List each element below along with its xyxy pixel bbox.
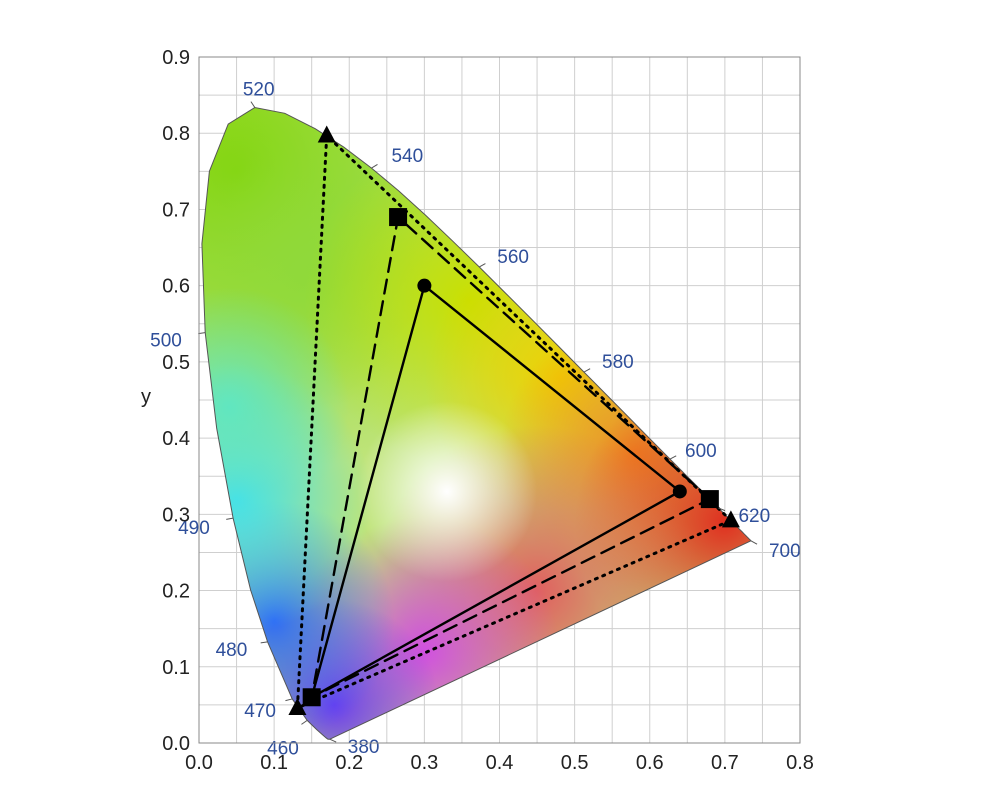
wavelength-tick: [285, 698, 293, 702]
wavelength-label: 480: [216, 640, 248, 661]
y-tick-label: 0.2: [162, 581, 190, 603]
wavelength-tick: [301, 719, 308, 725]
wavelength-label: 520: [243, 79, 275, 100]
x-tick-label: 0.7: [711, 752, 739, 774]
wavelength-tick: [718, 507, 726, 512]
marker-square: [389, 208, 408, 227]
wavelength-tick: [750, 540, 758, 545]
wavelength-label: 460: [267, 738, 299, 759]
wavelength-tick: [479, 263, 486, 268]
y-tick-label: 0.1: [162, 657, 190, 679]
wavelength-label: 500: [150, 331, 182, 352]
marker-circle: [672, 484, 687, 499]
wavelength-label: 700: [769, 541, 801, 562]
y-tick-label: 0.9: [162, 47, 190, 69]
y-tick-label: 0.8: [162, 123, 190, 145]
gamut-triangle-dotted: [295, 132, 734, 711]
wavelength-label: 380: [348, 737, 380, 758]
x-tick-label: 0.6: [636, 752, 664, 774]
y-axis-title: y: [141, 386, 151, 408]
wavelength-tick: [226, 517, 234, 520]
x-tick-label: 0.0: [185, 752, 213, 774]
spectral-locus: [201, 106, 752, 740]
wavelength-label: 490: [178, 518, 210, 539]
x-tick-label: 0.5: [561, 752, 589, 774]
wavelength-tick: [250, 101, 256, 108]
y-tick-label: 0.6: [162, 276, 190, 298]
wavelength-label: 580: [602, 352, 634, 373]
wavelength-tick: [583, 368, 591, 373]
wavelength-label: 600: [685, 441, 717, 462]
tick-labels: 0.0 0.1 0.2 0.3 0.4 0.5 0.6 0.7 0.8 0.0 0.1 0.2 0.3 0…: [162, 47, 814, 774]
x-tick-label: 0.2: [335, 752, 363, 774]
gamut-triangle-solid: [309, 283, 682, 700]
marker-triangle: [317, 125, 336, 143]
x-tick-label: 0.1: [260, 752, 288, 774]
wavelength-tick: [329, 738, 337, 743]
marker-square: [700, 490, 719, 509]
wavelength-tick: [260, 641, 268, 644]
gamut-triangle-dashed: [310, 214, 712, 700]
y-tick-label: 0.0: [162, 733, 190, 755]
y-tick-label: 0.7: [162, 199, 190, 221]
wavelength-label: 620: [738, 506, 770, 527]
marker-triangle: [288, 697, 307, 715]
y-tick-label: 0.3: [162, 504, 190, 526]
marker-triangle: [721, 510, 740, 528]
wavelength-label: 560: [497, 247, 529, 268]
marker-square: [302, 688, 321, 707]
wavelength-label: 470: [244, 701, 276, 722]
gamut-triangles: [288, 125, 740, 715]
x-tick-label: 0.3: [410, 752, 438, 774]
plot-frame: [198, 56, 801, 744]
marker-circle: [417, 278, 432, 293]
wavelength-tick: [371, 164, 378, 169]
x-tick-label: 0.4: [486, 752, 514, 774]
wavelength-label: 540: [391, 146, 423, 167]
y-tick-label: 0.5: [162, 352, 190, 374]
wavelength-labels: 380 460 470 480 490 500 520 540 560 580 600 620 700: [150, 79, 800, 759]
y-tick-label: 0.4: [162, 428, 190, 450]
x-tick-label: 0.8: [786, 752, 814, 774]
wavelength-tick: [669, 455, 677, 460]
